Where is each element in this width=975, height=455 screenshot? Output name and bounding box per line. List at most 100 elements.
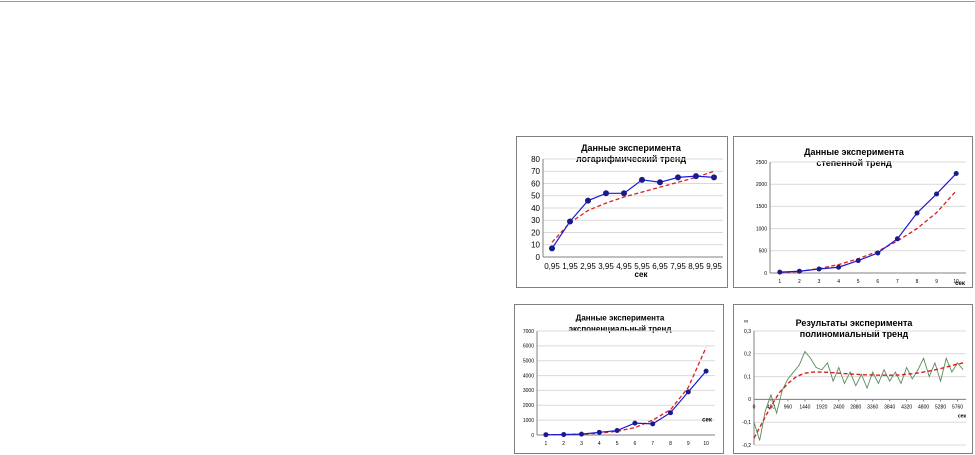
x-tick-label: 8,95 bbox=[688, 262, 704, 271]
y-tick-label: 0 bbox=[531, 433, 534, 439]
x-tick-label: 10 bbox=[953, 279, 959, 285]
data-point bbox=[657, 179, 663, 186]
x-tick-label: 960 bbox=[784, 404, 793, 410]
y-tick-label: 0 bbox=[536, 253, 541, 262]
x-tick-label: 7,95 bbox=[670, 262, 686, 271]
data-point bbox=[777, 269, 783, 275]
x-tick-label: 4320 bbox=[901, 404, 912, 410]
trend-line bbox=[753, 362, 964, 439]
x-tick-label: 3840 bbox=[884, 404, 895, 410]
x-tick-label: 8 bbox=[669, 441, 672, 447]
y-tick-label: 60 bbox=[531, 179, 540, 188]
data-line bbox=[753, 350, 964, 441]
x-tick-label: 5760 bbox=[952, 404, 963, 410]
trend-line bbox=[779, 190, 957, 274]
x-tick-label: 5280 bbox=[935, 404, 946, 410]
chart-title-line: полиномиальный тренд bbox=[800, 329, 909, 339]
data-point bbox=[711, 174, 717, 181]
data-point bbox=[639, 176, 645, 183]
chart-title-line: Данные эксперимента bbox=[581, 143, 682, 153]
x-tick-label: 4800 bbox=[918, 404, 929, 410]
data-point bbox=[685, 389, 691, 395]
y-axis-label: ∞ bbox=[744, 319, 748, 325]
x-axis-label: сек bbox=[635, 270, 649, 279]
x-tick-label: 5,95 bbox=[634, 262, 650, 271]
x-tick-label: 6 bbox=[634, 441, 637, 447]
data-point bbox=[567, 218, 573, 225]
x-tick-label: 9 bbox=[935, 279, 938, 285]
x-tick-label: 8 bbox=[916, 279, 919, 285]
data-point bbox=[953, 171, 959, 177]
y-tick-label: 7000 bbox=[523, 329, 534, 335]
x-tick-label: 0 bbox=[753, 404, 756, 410]
data-point bbox=[585, 197, 591, 204]
y-tick-label: 40 bbox=[531, 204, 540, 213]
y-tick-label: 4000 bbox=[523, 373, 534, 379]
x-tick-label: 3,95 bbox=[598, 262, 614, 271]
x-axis-label: сек bbox=[958, 413, 967, 419]
chart-title-line: степенной тренд bbox=[816, 158, 892, 168]
y-tick-label: -0,1 bbox=[742, 420, 751, 426]
y-tick-label: 20 bbox=[531, 228, 540, 237]
y-tick-label: 0,3 bbox=[744, 329, 751, 335]
x-tick-label: 2 bbox=[798, 279, 801, 285]
y-tick-label: 70 bbox=[531, 167, 540, 176]
chart-exponential-trend: Данные эксперимента экспоненциальный трен… bbox=[514, 304, 724, 454]
x-tick-label: 10 bbox=[703, 441, 709, 447]
top-divider bbox=[0, 1, 975, 2]
x-tick-label: 3360 bbox=[867, 404, 878, 410]
y-tick-label: 0,2 bbox=[744, 352, 751, 358]
x-tick-label: 1 bbox=[778, 279, 781, 285]
data-point bbox=[836, 264, 842, 270]
y-tick-label: 1000 bbox=[523, 418, 534, 424]
data-point bbox=[693, 173, 699, 180]
x-tick-label: 6 bbox=[876, 279, 879, 285]
x-tick-label: 4 bbox=[598, 441, 601, 447]
chart-title-line: экспоненциальный тренд bbox=[569, 324, 672, 333]
x-tick-label: 4,95 bbox=[616, 262, 632, 271]
x-tick-label: 6,95 bbox=[652, 262, 668, 271]
y-tick-label: 1500 bbox=[756, 204, 767, 210]
x-tick-label: 2 bbox=[562, 441, 565, 447]
data-point bbox=[875, 250, 881, 256]
data-point bbox=[668, 410, 673, 416]
x-tick-label: 4 bbox=[837, 279, 840, 285]
data-line bbox=[545, 370, 707, 436]
y-tick-label: 0,1 bbox=[744, 374, 751, 380]
x-tick-label: 9 bbox=[687, 441, 690, 447]
y-tick-label: 1000 bbox=[756, 226, 767, 232]
x-tick-label: 5 bbox=[857, 279, 860, 285]
chart-title-line: Данные эксперимента bbox=[576, 313, 665, 322]
data-point bbox=[543, 432, 549, 438]
y-tick-label: 10 bbox=[531, 241, 540, 250]
x-tick-label: 2880 bbox=[850, 404, 861, 410]
data-point bbox=[614, 428, 620, 434]
y-tick-label: 5000 bbox=[523, 358, 534, 364]
data-point bbox=[579, 431, 584, 437]
y-tick-label: 500 bbox=[759, 249, 768, 255]
data-point bbox=[934, 191, 940, 197]
x-axis-label: сек bbox=[702, 418, 712, 424]
data-point bbox=[855, 258, 861, 264]
y-tick-label: 2500 bbox=[756, 160, 767, 166]
x-tick-label: 1440 bbox=[799, 404, 810, 410]
x-tick-label: 7 bbox=[896, 279, 899, 285]
data-point bbox=[561, 432, 567, 438]
x-tick-label: 3 bbox=[580, 441, 583, 447]
y-tick-label: 0 bbox=[748, 397, 751, 403]
data-point bbox=[816, 266, 822, 272]
x-axis-label: сек bbox=[955, 281, 965, 287]
x-tick-label: 2,95 bbox=[580, 262, 596, 271]
y-tick-label: 30 bbox=[531, 216, 540, 225]
x-tick-label: 7 bbox=[651, 441, 654, 447]
x-tick-label: 1 bbox=[545, 441, 548, 447]
x-tick-label: 1,95 bbox=[562, 262, 578, 271]
data-point bbox=[675, 174, 681, 181]
data-point bbox=[632, 420, 638, 426]
chart-log-trend: Данные эксперимента логарифмический тренд… bbox=[516, 136, 728, 288]
y-tick-label: 0 bbox=[764, 271, 767, 277]
chart-power-trend: Данные эксперимента степенной тренд 0 500 10… bbox=[733, 136, 973, 288]
x-tick-label: 9,95 bbox=[706, 262, 722, 271]
